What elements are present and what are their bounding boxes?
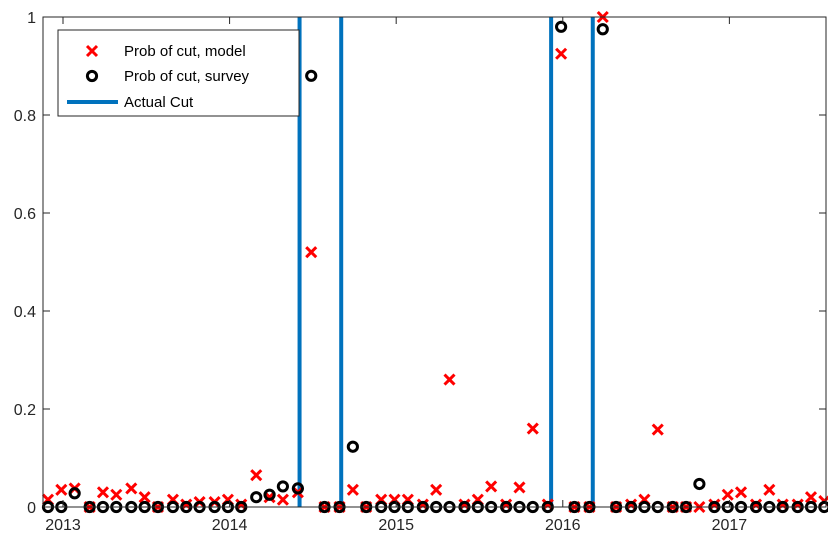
model-point: [125, 482, 138, 495]
y-tick-label: 1: [27, 10, 36, 27]
survey-point: [291, 482, 304, 495]
model-point: [763, 483, 776, 496]
x-tick-label: 2014: [212, 517, 248, 534]
x-tick-label: 2015: [378, 517, 414, 534]
model-point: [526, 422, 539, 435]
model-point: [110, 488, 123, 501]
model-point: [96, 486, 110, 499]
model-point: [305, 246, 318, 259]
legend-label-cut: Actual Cut: [124, 94, 194, 111]
survey-point: [68, 487, 81, 500]
x-tick-label: 2016: [545, 517, 581, 534]
model-point: [346, 483, 359, 496]
legend-x-marker: [85, 44, 99, 58]
model-point: [430, 483, 443, 496]
model-point: [250, 469, 263, 482]
model-point: [55, 483, 68, 496]
model-point: [651, 423, 664, 436]
x-tick-label: 2017: [712, 517, 748, 534]
model-point: [485, 480, 498, 493]
model-point: [721, 488, 734, 501]
survey-point: [693, 477, 706, 491]
model-point: [513, 481, 526, 494]
y-tick-label: 0.2: [14, 402, 36, 419]
y-tick-label: 0.6: [14, 206, 36, 223]
survey-point: [276, 480, 289, 493]
legend-label-model: Prob of cut, model: [124, 43, 246, 60]
survey-point: [596, 23, 609, 36]
y-tick-label: 0: [27, 500, 36, 517]
legend: Prob of cut, model Prob of cut, survey A…: [57, 29, 300, 117]
legend-marker-model: [85, 44, 99, 58]
model-point: [443, 373, 456, 386]
model-point: [734, 486, 748, 499]
survey-point: [263, 488, 276, 501]
axes: 0 0.2 0.4 0.6 0.8 1 2013 2014 2015 2016 2017: [14, 10, 827, 534]
legend-circle-marker: [85, 69, 99, 83]
survey-point: [555, 20, 568, 33]
survey-point: [305, 69, 318, 82]
survey-point: [250, 491, 263, 504]
y-tick-label: 0.8: [14, 108, 36, 125]
axes-box: [42, 16, 827, 508]
legend-marker-survey: [85, 69, 99, 83]
model-point: [555, 47, 568, 60]
model-point: [276, 493, 289, 506]
legend-label-survey: Prob of cut, survey: [124, 68, 250, 85]
model-point: [804, 491, 818, 504]
actual-cut-lines: [297, 17, 595, 507]
y-tick-label: 0.4: [14, 304, 36, 321]
model-point: [138, 491, 151, 504]
x-tick-label: 2013: [45, 517, 81, 534]
survey-point: [346, 440, 359, 453]
